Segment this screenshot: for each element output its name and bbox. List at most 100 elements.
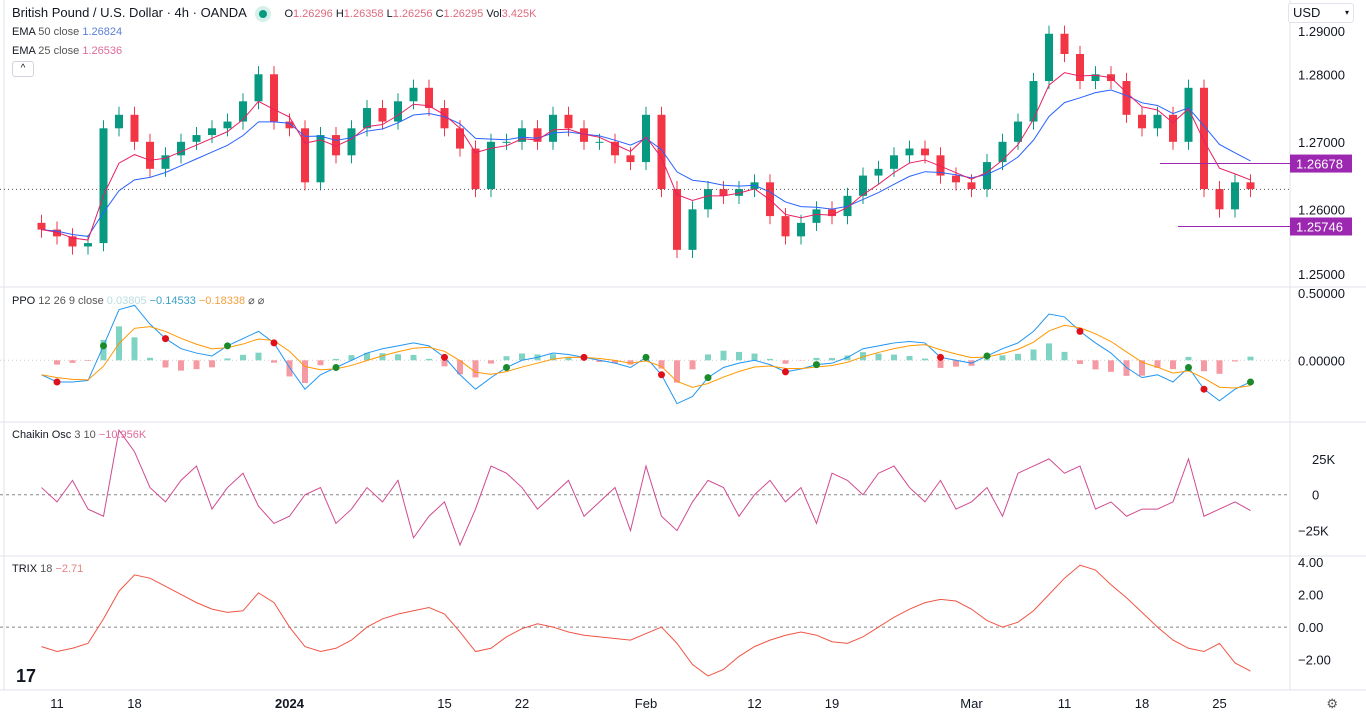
ppo-histogram-bar	[705, 354, 711, 361]
collapse-legend-button[interactable]: ^	[12, 61, 34, 77]
candle-body	[967, 182, 976, 190]
candle-body	[688, 209, 697, 250]
ppo-cross-dot	[937, 353, 944, 361]
ppo-histogram-bar	[488, 360, 494, 364]
candle-body	[998, 141, 1007, 163]
candle-body	[828, 209, 836, 217]
ppo-histogram-bar	[922, 358, 928, 361]
ppo-cross-dot	[441, 353, 448, 361]
ppo-histogram-bar	[410, 354, 417, 361]
ppo-cross-dot	[1076, 327, 1084, 335]
candle-body	[1122, 81, 1131, 115]
ppo-histogram-bar	[1030, 349, 1037, 361]
market-status-icon	[258, 9, 267, 18]
candle-body	[735, 189, 743, 196]
candle-body	[409, 87, 418, 102]
candle-body	[905, 148, 914, 156]
volume-value: 3.425K	[501, 8, 537, 20]
ppo-cross-dot	[53, 378, 61, 386]
chaikin-axis-label: 0	[1312, 488, 1319, 503]
candle-body	[223, 121, 232, 129]
trix-axis-label: 4.00	[1298, 555, 1323, 570]
trix-line	[41, 564, 1251, 677]
ppo-histogram-bar	[1154, 360, 1161, 368]
ppo-histogram-bar	[658, 360, 665, 369]
candle-body	[68, 236, 77, 247]
ema50-legend[interactable]: EMA 50 close 1.26824	[12, 26, 123, 38]
open-value: 1.26296	[293, 8, 333, 20]
candle-body	[626, 155, 635, 163]
candle-body	[84, 243, 92, 247]
ppo-histogram-bar	[333, 358, 339, 361]
candle-body	[285, 121, 294, 129]
candle-body	[1138, 114, 1146, 129]
candle-body	[890, 155, 898, 169]
candle-body	[611, 141, 619, 156]
trix-legend[interactable]: TRIX 18 −2.71	[12, 563, 84, 575]
symbol-title[interactable]: British Pound / U.S. Dollar · 4h · OANDA	[12, 5, 247, 20]
chaikin-legend[interactable]: Chaikin Osc 3 10 −10.956K	[12, 429, 147, 441]
ppo-histogram-bar	[720, 350, 727, 361]
ppo-histogram-bar	[891, 354, 897, 361]
ppo-histogram-bar	[348, 355, 355, 361]
ppo-histogram-bar	[829, 357, 835, 361]
ppo-histogram-bar	[984, 359, 990, 361]
ppo-histogram-bar	[1185, 356, 1192, 361]
price-label-badge	[1290, 217, 1352, 236]
ppo-signal-line	[41, 324, 1251, 389]
ppo-histogram-bar	[1046, 343, 1052, 361]
tradingview-logo[interactable]: 17	[16, 666, 37, 686]
price-label-badge	[1290, 154, 1352, 173]
candle-body	[704, 189, 712, 210]
ppo-legend[interactable]: PPO 12 26 9 close 0.03805 −0.14533 −0.18…	[12, 295, 265, 307]
candle-body	[657, 114, 666, 190]
currency-select[interactable]: USD ▾	[1288, 3, 1354, 23]
candle-body	[1215, 189, 1224, 210]
ppo-histogram-bar	[736, 351, 742, 361]
ppo-histogram-bar	[751, 353, 758, 361]
close-value: 1.26295	[443, 8, 484, 20]
ppo-histogram-bar	[906, 355, 913, 361]
candle-body	[564, 114, 573, 129]
candle-body	[1231, 182, 1239, 210]
candle-body	[239, 101, 247, 122]
candle-body	[1200, 87, 1208, 190]
ppo-histogram-bar	[395, 354, 401, 361]
time-axis-label: 11	[50, 696, 64, 711]
ppo-histogram-bar	[1061, 351, 1068, 361]
ema25-legend[interactable]: EMA 25 close 1.26536	[12, 45, 123, 57]
ppo-cross-dot	[100, 342, 107, 350]
ppo-histogram-bar	[550, 354, 556, 361]
price-label-text: 1.25746	[1296, 219, 1343, 234]
candle-body	[487, 141, 495, 190]
time-axis-label: 19	[825, 696, 839, 711]
ppo-histogram-bar	[379, 353, 386, 361]
candle-body	[1153, 114, 1162, 129]
ppo-histogram-bar	[255, 352, 262, 361]
ppo-cross-dot	[580, 353, 588, 361]
ppo-cross-dot	[658, 371, 665, 379]
candle-body	[440, 108, 449, 129]
price-axis-label: 1.28000	[1298, 67, 1345, 82]
ppo-histogram-bar	[178, 360, 184, 371]
candle-body	[425, 87, 433, 109]
candle-body	[797, 222, 805, 237]
ppo-histogram-bar	[875, 353, 882, 361]
candle-body	[781, 216, 790, 237]
candle-body	[673, 189, 681, 250]
trix-axis-label: −2.00	[1298, 653, 1331, 668]
ppo-axis-label: 0.00000	[1298, 353, 1345, 368]
ppo-histogram-bar	[240, 354, 246, 361]
ppo-histogram-bar	[689, 360, 696, 370]
candle-body	[456, 128, 464, 149]
ppo-cross-dot	[503, 364, 510, 372]
settings-gear-icon[interactable]: ⚙	[1326, 696, 1338, 711]
time-axis-label: 15	[437, 696, 451, 711]
ppo-histogram-bar	[457, 360, 463, 375]
time-axis-label: Mar	[960, 696, 983, 711]
candle-body	[37, 222, 46, 230]
ppo-histogram-bar	[1108, 360, 1114, 372]
ppo-histogram-bar	[209, 360, 215, 368]
candle-body	[363, 108, 371, 129]
